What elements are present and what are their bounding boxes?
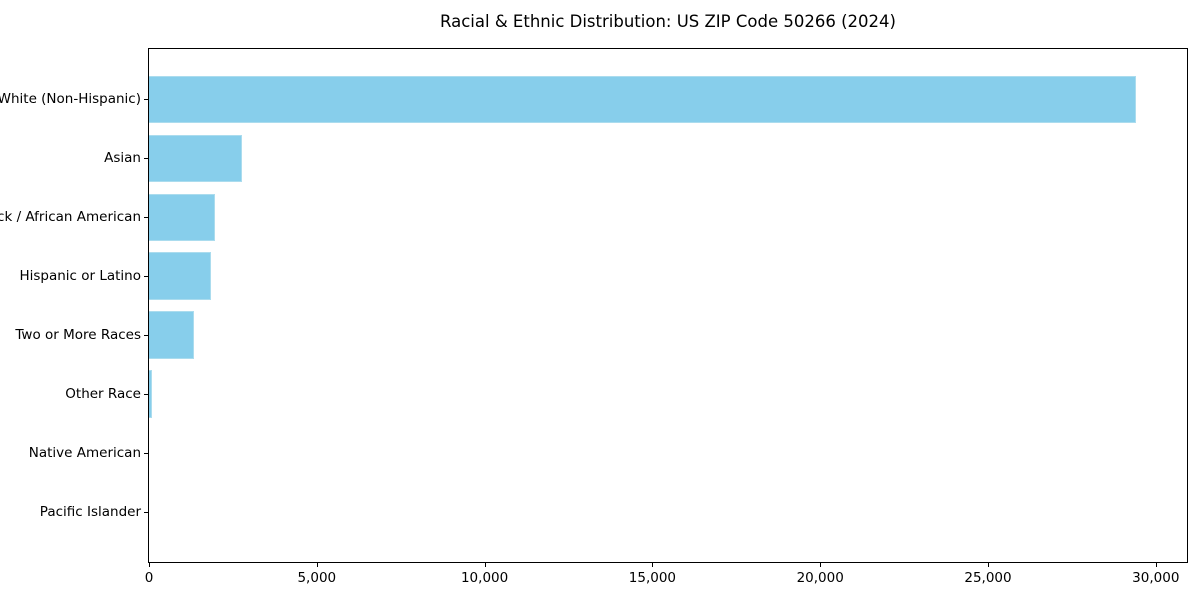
y-tick-mark [144,158,148,159]
x-tick-mark [484,563,486,567]
x-tick-label-20-000: 20,000 [796,570,844,586]
x-tick-label-0: 0 [144,570,154,586]
x-tick-label-5-000: 5,000 [297,570,337,586]
x-tick-mark [820,563,822,567]
x-tick-label-25-000: 25,000 [964,570,1012,586]
chart-title: Racial & Ethnic Distribution: US ZIP Cod… [440,12,896,31]
y-tick-mark [144,394,148,395]
y-tick-mark [144,335,148,336]
y-tick-mark [144,276,148,277]
x-tick-label-15-000: 15,000 [628,570,677,586]
y-tick-label-hispanic-or-latino: Hispanic or Latino [19,268,141,284]
bar-hispanic-or-latino [149,252,212,300]
y-tick-label-black-african-american: Black / African American [0,209,141,226]
bar-black-african-american [149,193,215,241]
bar-asian [149,134,243,182]
x-tick-mark [652,563,654,567]
y-tick-mark [144,512,148,513]
y-tick-label-native-american: Native American [28,444,141,461]
bar-white-non-hispanic [149,75,1136,123]
y-tick-label-asian: Asian [104,150,141,167]
y-tick-label-two-or-more-races: Two or More Races [15,327,141,343]
y-tick-mark [144,217,148,218]
y-tick-label-white-non-hispanic: White (Non-Hispanic) [0,91,141,108]
x-tick-label-10-000: 10,000 [460,570,509,586]
x-tick-mark [316,563,318,567]
y-tick-mark [144,453,148,454]
bar-other-race [149,370,152,418]
x-tick-mark [149,563,150,567]
x-tick-label-30-000: 30,000 [1132,570,1180,586]
y-tick-label-other-race: Other Race [65,385,141,402]
x-tick-mark [988,563,989,567]
x-tick-mark [1155,563,1157,567]
y-tick-label-pacific-islander: Pacific Islander [39,503,141,520]
plot-area [148,48,1188,563]
y-tick-mark [144,99,148,100]
bar-two-or-more-races [149,311,195,359]
